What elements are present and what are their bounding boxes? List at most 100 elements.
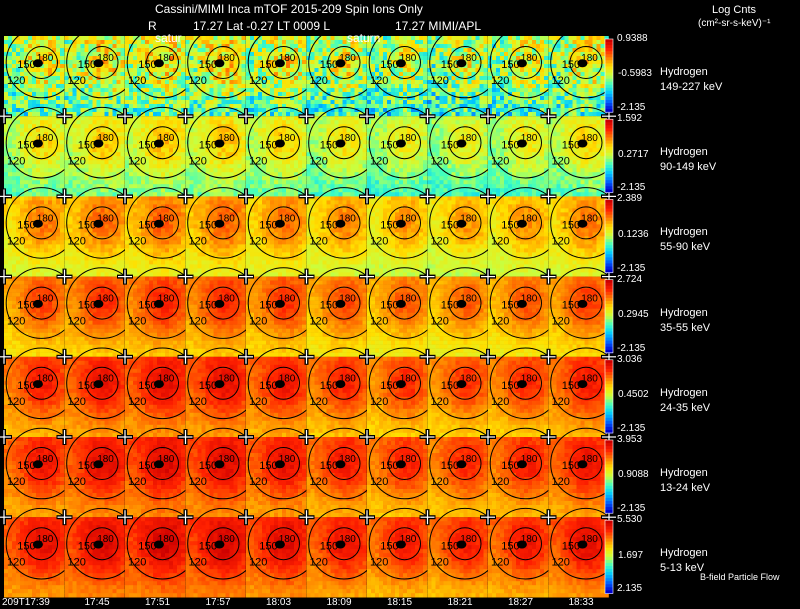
contour-label: 120 [189, 476, 207, 488]
contour-label: 150 [501, 380, 519, 392]
grid-cross-marker [419, 108, 436, 125]
contour-label: 120 [189, 155, 207, 167]
grid-cross-marker [56, 268, 73, 285]
contour-label: 180 [460, 294, 477, 305]
contour-label: 180 [37, 534, 54, 545]
contour-label: 120 [249, 316, 267, 328]
grid-cross-marker [177, 268, 194, 285]
colorbar-min-label: -2.135 [617, 503, 645, 514]
grid-cross-marker [298, 509, 315, 526]
grid-cross-marker [0, 429, 12, 445]
contour-label: 180 [521, 213, 538, 224]
time-tick-label: 17:45 [85, 597, 110, 608]
contour-label: 120 [68, 476, 86, 488]
contour-label: 180 [37, 53, 54, 64]
energy-label: 35-55 keV [660, 321, 710, 336]
contour-label: 120 [128, 316, 146, 328]
contour-label: 120 [249, 396, 267, 408]
grid-cross-marker [298, 188, 315, 205]
title-line-1: Cassini/MIMI Inca mTOF 2015-209 Spin Ion… [155, 2, 423, 16]
colorbar-mid-label: 1.697 [618, 550, 643, 561]
grid-cross-marker [177, 429, 194, 445]
grid-cross-marker [117, 188, 133, 205]
colorbar-min-label: -2.135 [617, 182, 645, 193]
grid-cross-marker [56, 429, 73, 445]
grid-cross-marker [540, 188, 557, 205]
contour-label: 180 [460, 534, 477, 545]
contour-label: 120 [128, 155, 146, 167]
contour-label: 150 [320, 460, 338, 472]
contour-label: 120 [552, 476, 570, 488]
grid-cross-marker [238, 108, 254, 125]
contour-label: 120 [310, 476, 328, 488]
contour-label: 180 [97, 534, 114, 545]
grid-cross-marker [359, 108, 375, 125]
grid-cross-marker [0, 108, 12, 125]
grid-cross-marker [419, 429, 436, 445]
contour-label: 120 [68, 75, 86, 87]
grid-cross-marker [177, 188, 194, 205]
contour-label: 120 [491, 75, 509, 87]
grid-cross-marker [177, 348, 194, 365]
contour-label: 150 [17, 300, 35, 312]
contour-label: 180 [37, 374, 54, 385]
contour-label: 180 [97, 374, 114, 385]
contour-label: 120 [552, 155, 570, 167]
contour-label: 120 [310, 316, 328, 328]
contour-label: 150 [78, 460, 96, 472]
contour-label: 150 [138, 380, 156, 392]
contour-label: 150 [562, 139, 580, 151]
contour-label: 120 [249, 236, 267, 248]
contour-label: 120 [68, 236, 86, 248]
contour-label: 150 [380, 300, 398, 312]
contour-label: 180 [400, 294, 417, 305]
energy-label: 149-227 keV [660, 80, 722, 95]
contour-label: 180 [581, 534, 598, 545]
colorbar-max-label: 5.530 [617, 514, 642, 525]
contour-label: 150 [138, 540, 156, 552]
title-line-2-main: 17.27 Lat -0.27 LT 0009 L [193, 19, 330, 33]
contour-label: 180 [460, 133, 477, 144]
contour-label: 180 [279, 213, 296, 224]
contour-label: 180 [279, 534, 296, 545]
contour-label: 150 [562, 540, 580, 552]
contour-label: 180 [339, 294, 356, 305]
contour-label: 180 [339, 454, 356, 465]
contour-label: 180 [279, 374, 296, 385]
contour-label: 180 [521, 534, 538, 545]
contour-label: 120 [310, 396, 328, 408]
contour-label: 120 [552, 396, 570, 408]
contour-label: 120 [491, 316, 509, 328]
contour-label: 180 [218, 213, 235, 224]
contour-label: 120 [128, 556, 146, 568]
contour-label: 150 [17, 460, 35, 472]
contour-label: 180 [97, 53, 114, 64]
contour-label: 150 [380, 540, 398, 552]
units-formula: (cm²-sr-s-keV)⁻¹ [698, 18, 770, 29]
contour-label: 150 [78, 59, 96, 71]
grid-cross-marker [298, 429, 315, 445]
grid-cross-marker [238, 429, 254, 445]
colorbar-max-label: 3.036 [617, 354, 642, 365]
grid-cross-marker [359, 509, 375, 526]
species-label: Hydrogen [660, 386, 708, 401]
contour-label: 180 [460, 213, 477, 224]
colorbar-mid-label: 0.2945 [618, 309, 649, 320]
contour-label: 120 [552, 75, 570, 87]
contour-label: 150 [199, 380, 217, 392]
colorbar-mid-label: 0.1236 [618, 229, 649, 240]
contour-label: 150 [320, 220, 338, 232]
contour-label: 150 [441, 300, 459, 312]
